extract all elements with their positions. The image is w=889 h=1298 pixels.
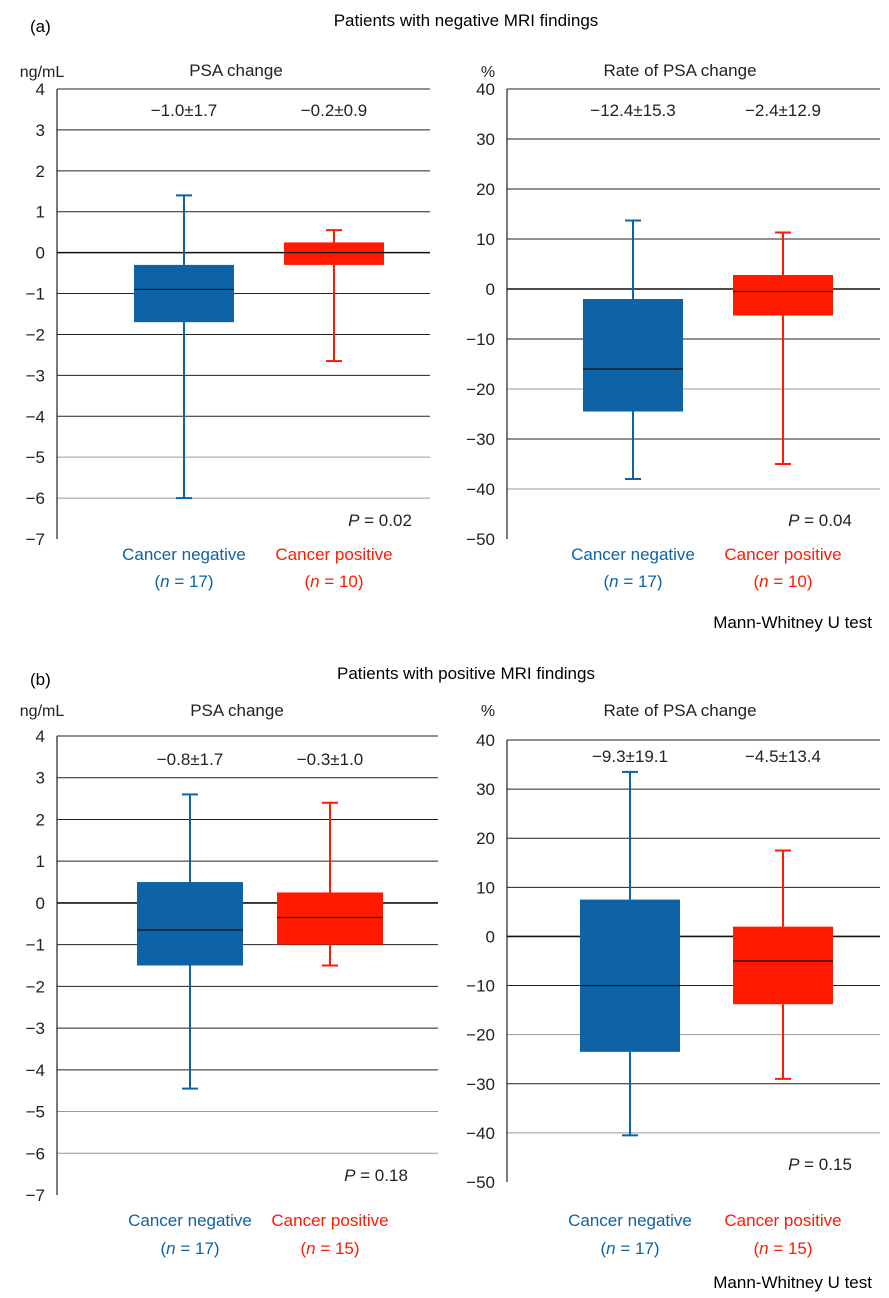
n-label: (n = 17): [603, 572, 662, 591]
p-value-label: P = 0.18: [344, 1166, 408, 1185]
y-tick-label: −20: [466, 1026, 495, 1045]
chart-title: Rate of PSA change: [603, 701, 756, 720]
panel-a-title: Patients with negative MRI findings: [334, 11, 599, 30]
panel-b-tag: (b): [30, 670, 51, 689]
y-tick-label: −30: [466, 1075, 495, 1094]
y-tick-label: −7: [26, 530, 45, 549]
chart-a-rate-of-psa-change: 40 30 20 10 0 −10 −20 −30 −40 −50% Rate of PSA cha…: [466, 61, 880, 591]
n-label: (n = 17): [600, 1239, 659, 1258]
y-tick-label: −6: [26, 489, 45, 508]
y-tick-label: −30: [466, 430, 495, 449]
chart-a-psa-change: 4 3 2 1 0 −1 −2 −3 −4 −5 −6 −7 ng/mL PSA change −1.0±1…: [20, 61, 430, 591]
y-tick-label: 1: [36, 852, 45, 871]
y-tick-label: −2: [26, 977, 45, 996]
y-tick-label: −10: [466, 330, 495, 349]
p-value-label: P = 0.15: [788, 1155, 852, 1174]
box-iqr: [583, 299, 683, 412]
summary-label: −0.2±0.9: [301, 101, 368, 120]
panel-a-tag: (a): [30, 17, 51, 36]
y-tick-label: −1: [26, 285, 45, 304]
y-tick-label: −1: [26, 936, 45, 955]
summary-label: −9.3±19.1: [592, 747, 668, 766]
category-label: Cancer negative: [122, 545, 246, 564]
y-tick-label: 4: [36, 727, 45, 746]
category-label: Cancer positive: [724, 1211, 841, 1230]
category-label: Cancer negative: [571, 545, 695, 564]
n-label: (n = 17): [154, 572, 213, 591]
n-label: (n = 10): [753, 572, 812, 591]
box-iqr: [580, 899, 680, 1052]
y-tick-label: 40: [476, 731, 495, 750]
category-label: Cancer positive: [724, 545, 841, 564]
box-iqr: [284, 242, 384, 265]
y-tick-label: −10: [466, 977, 495, 996]
y-tick-label: 40: [476, 80, 495, 99]
n-label: (n = 10): [304, 572, 363, 591]
y-tick-label: −50: [466, 530, 495, 549]
box-iqr: [733, 926, 833, 1005]
box-iqr: [137, 882, 243, 966]
summary-label: −12.4±15.3: [590, 101, 675, 120]
y-unit-label: ng/mL: [20, 703, 65, 720]
chart-title: PSA change: [189, 61, 283, 80]
chart-title: PSA change: [190, 701, 284, 720]
y-tick-label: 2: [36, 810, 45, 829]
summary-label: −0.8±1.7: [157, 750, 224, 769]
box-iqr: [277, 892, 383, 945]
box-iqr: [134, 264, 234, 323]
y-tick-label: 0: [36, 244, 45, 263]
y-tick-label: −5: [26, 448, 45, 467]
y-tick-label: −40: [466, 480, 495, 499]
y-tick-label: −4: [26, 1061, 45, 1080]
summary-label: −2.4±12.9: [745, 101, 821, 120]
y-tick-label: 1: [36, 203, 45, 222]
y-tick-label: 4: [36, 80, 45, 99]
y-tick-label: −3: [26, 1019, 45, 1038]
chart-b-rate-of-psa-change: 40 30 20 10 0 −10 −20 −30 −40 −50% Rate of PSA cha…: [466, 701, 880, 1258]
n-label: (n = 17): [160, 1239, 219, 1258]
y-tick-label: 0: [486, 927, 495, 946]
category-label: Cancer positive: [275, 545, 392, 564]
y-tick-label: −20: [466, 380, 495, 399]
y-tick-label: 10: [476, 230, 495, 249]
y-unit-label: %: [481, 64, 495, 81]
p-value-label: P = 0.02: [348, 511, 412, 530]
y-tick-label: 30: [476, 780, 495, 799]
y-tick-label: 3: [36, 121, 45, 140]
y-tick-label: −40: [466, 1124, 495, 1143]
y-tick-label: 20: [476, 829, 495, 848]
y-tick-label: 2: [36, 162, 45, 181]
y-tick-label: −3: [26, 366, 45, 385]
category-label: Cancer negative: [128, 1211, 252, 1230]
y-tick-label: 3: [36, 769, 45, 788]
y-tick-label: −5: [26, 1103, 45, 1122]
y-tick-label: 30: [476, 130, 495, 149]
n-label: (n = 15): [300, 1239, 359, 1258]
y-tick-label: −7: [26, 1186, 45, 1205]
y-unit-label: ng/mL: [20, 64, 65, 81]
panel-b-title: Patients with positive MRI findings: [337, 664, 595, 683]
y-unit-label: %: [481, 703, 495, 720]
test-name-a: Mann-Whitney U test: [713, 613, 872, 632]
y-tick-label: −4: [26, 407, 45, 426]
summary-label: −4.5±13.4: [745, 747, 821, 766]
y-tick-label: 0: [486, 280, 495, 299]
category-label: Cancer negative: [568, 1211, 692, 1230]
category-label: Cancer positive: [271, 1211, 388, 1230]
summary-label: −0.3±1.0: [297, 750, 364, 769]
p-value-label: P = 0.04: [788, 511, 852, 530]
n-label: (n = 15): [753, 1239, 812, 1258]
chart-title: Rate of PSA change: [603, 61, 756, 80]
y-tick-label: −6: [26, 1144, 45, 1163]
y-tick-label: 0: [36, 894, 45, 913]
box-iqr: [733, 275, 833, 316]
summary-label: −1.0±1.7: [151, 101, 218, 120]
y-tick-label: −2: [26, 325, 45, 344]
chart-b-psa-change: 4 3 2 1 0 −1 −2 −3 −4 −5 −6 −7 ng/mL PSA change −0.8±1…: [20, 701, 438, 1258]
test-name-b: Mann-Whitney U test: [713, 1273, 872, 1292]
y-tick-label: 20: [476, 180, 495, 199]
y-tick-label: −50: [466, 1173, 495, 1192]
y-tick-label: 10: [476, 878, 495, 897]
